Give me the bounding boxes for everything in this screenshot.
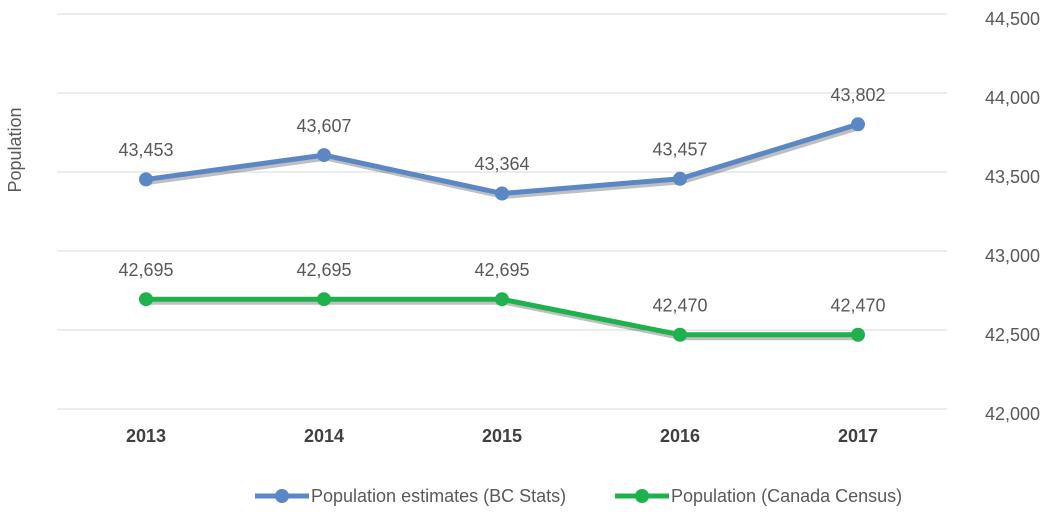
y-tick-label: 43,500 — [985, 167, 1040, 187]
point — [495, 186, 509, 201]
y-tick-label: 44,500 — [985, 9, 1040, 29]
point — [851, 327, 865, 342]
legend-label: Population (Canada Census) — [671, 486, 902, 506]
x-tick-label: 2017 — [838, 426, 878, 446]
data-label: 42,695 — [118, 260, 173, 280]
legend-label: Population estimates (BC Stats) — [311, 486, 566, 506]
data-label: 43,457 — [652, 140, 707, 160]
point — [673, 171, 687, 186]
y-tick-label: 42,500 — [985, 325, 1040, 345]
data-label: 43,802 — [830, 85, 885, 105]
point — [673, 327, 687, 342]
point — [317, 148, 331, 163]
data-label: 43,453 — [118, 140, 173, 160]
data-label: 42,695 — [296, 260, 351, 280]
y-tick-label: 42,000 — [985, 404, 1040, 424]
data-label: 43,607 — [296, 116, 351, 136]
point — [139, 292, 153, 307]
legend-marker — [275, 489, 289, 503]
point — [495, 292, 509, 307]
legend-marker — [635, 489, 649, 503]
y-tick-label: 43,000 — [985, 246, 1040, 266]
data-label: 43,364 — [474, 154, 529, 174]
x-tick-label: 2014 — [304, 426, 344, 446]
point — [317, 292, 331, 307]
y-axis-label: Population — [5, 107, 25, 192]
x-tick-label: 2016 — [660, 426, 700, 446]
x-tick-label: 2013 — [126, 426, 166, 446]
data-label: 42,695 — [474, 260, 529, 280]
data-label: 42,470 — [652, 295, 707, 315]
data-label: 42,470 — [830, 295, 885, 315]
x-tick-label: 2015 — [482, 426, 522, 446]
point — [139, 172, 153, 187]
y-tick-label: 44,000 — [985, 88, 1040, 108]
point — [851, 117, 865, 132]
